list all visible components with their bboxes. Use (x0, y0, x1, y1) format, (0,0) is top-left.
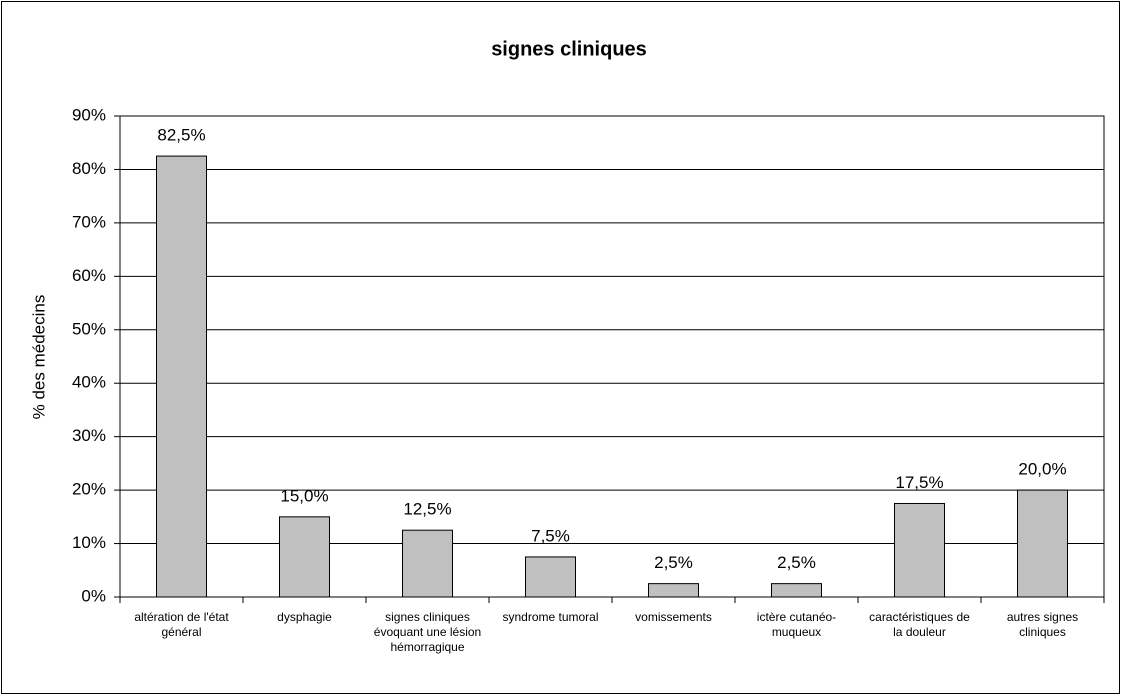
bar (1017, 489, 1068, 598)
chart-title: signes cliniques (491, 38, 647, 60)
bar (279, 516, 330, 598)
data-label: 17,5% (895, 473, 943, 492)
y-tick-label: 90% (72, 105, 106, 124)
y-tick-label: 20% (72, 480, 106, 499)
x-tick-label: syndrome tumoral (502, 610, 599, 624)
y-tick-label: 0% (81, 586, 106, 605)
y-axis-label: % des médecins (29, 295, 48, 420)
x-tick-label: signes cliniques évoquant une lésion hém… (373, 610, 482, 654)
bar (894, 502, 945, 598)
x-tick-label: ictère cutanéo-muqueux (756, 610, 837, 639)
plot-area (119, 115, 1105, 598)
x-tick-label: dysphagie (277, 610, 332, 624)
bar (402, 529, 453, 598)
bar (648, 583, 699, 598)
y-tick-label: 30% (72, 426, 106, 445)
data-label: 2,5% (777, 553, 816, 572)
data-label: 82,5% (157, 126, 205, 145)
data-label: 2,5% (654, 553, 693, 572)
y-tick-label: 70% (72, 212, 106, 231)
data-label: 15,0% (280, 486, 328, 505)
y-tick-label: 40% (72, 373, 106, 392)
bar (771, 583, 822, 598)
bar (525, 556, 576, 598)
data-label: 7,5% (531, 526, 570, 545)
y-tick-label: 10% (72, 533, 106, 552)
y-tick-label: 60% (72, 266, 106, 285)
data-label: 20,0% (1018, 460, 1066, 479)
y-tick-label: 50% (72, 319, 106, 338)
x-tick-label: caractéristiques de la douleur (869, 610, 970, 639)
x-tick-label: vomissements (635, 610, 712, 624)
y-tick-label: 80% (72, 159, 106, 178)
x-tick-label: altération de l'état général (134, 610, 229, 639)
x-tick-label: autres signes cliniques (1006, 610, 1079, 639)
data-label: 12,5% (403, 500, 451, 519)
bar (156, 155, 207, 598)
